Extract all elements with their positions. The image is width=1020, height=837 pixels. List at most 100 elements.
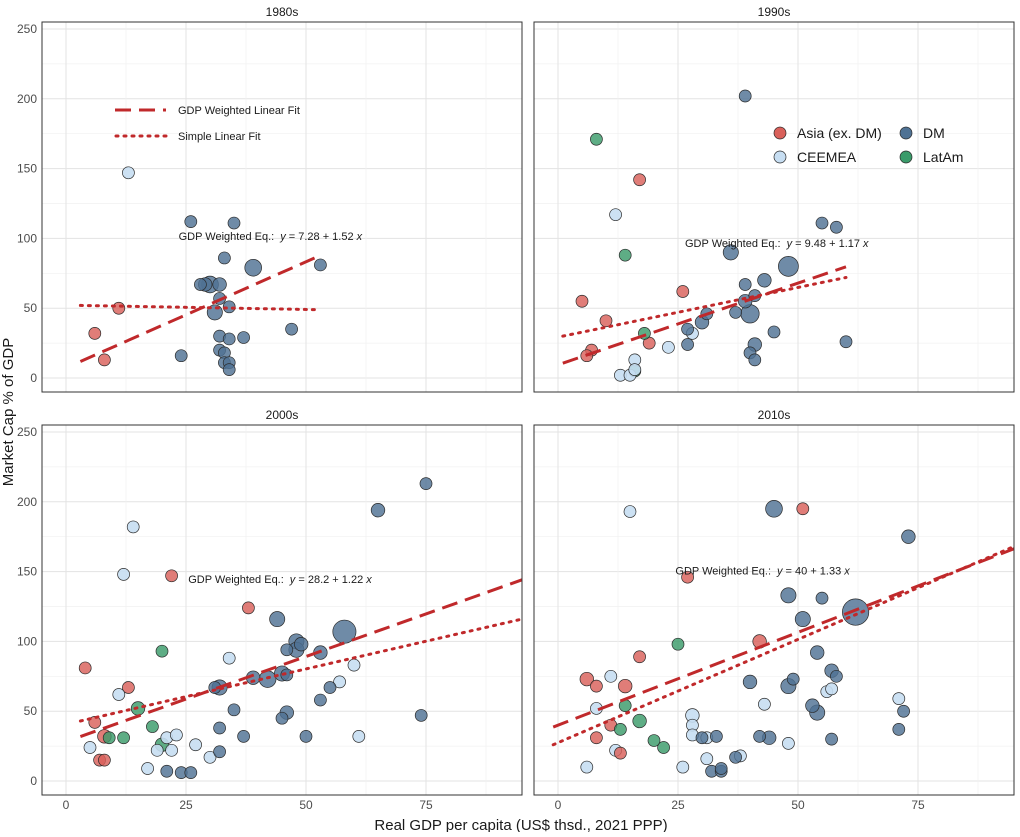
- data-point-latam: [146, 720, 159, 733]
- data-point-ceemea: [609, 208, 622, 222]
- equation-part: y: [279, 231, 287, 243]
- data-point-dm: [892, 723, 906, 736]
- data-point-ceemea: [189, 738, 202, 752]
- data-point-ceemea: [203, 750, 217, 764]
- legend-simple-fit-label: Simple Linear Fit: [178, 131, 261, 143]
- data-point-dm: [738, 89, 752, 103]
- data-point-latam: [671, 637, 685, 651]
- data-point-dm: [218, 251, 231, 265]
- data-point-dm: [765, 500, 783, 518]
- data-point-dm: [794, 611, 811, 628]
- y-tick-label: 250: [17, 425, 37, 439]
- panel-1980s: 1980s 0 50 100 150 200 250 GDP Weighted Eq.: y =…: [17, 5, 523, 393]
- data-point-dm: [815, 591, 829, 605]
- panel-2010s: 2010s 0 25 50 75 GDP Weighted Eq.: y = 40 + 1.…: [533, 408, 1016, 812]
- data-point-dm: [222, 300, 236, 314]
- data-point-dm: [414, 709, 428, 722]
- data-point-ceemea: [662, 340, 675, 354]
- data-point-dm: [897, 704, 910, 718]
- legend-dm-label: DM: [923, 125, 945, 141]
- data-point-asia: [165, 569, 178, 583]
- x-tick-label: 0: [63, 798, 70, 812]
- data-point-asia: [590, 679, 603, 693]
- data-point-dm: [714, 762, 728, 775]
- data-point-ceemea: [141, 762, 154, 775]
- equation-formula: y = 28.2 + 1.22 x: [289, 574, 372, 586]
- equation-part: y: [776, 565, 784, 577]
- data-point-dm: [757, 273, 772, 288]
- data-point-ceemea: [83, 741, 97, 754]
- data-point-dm: [729, 750, 742, 764]
- panel-border: [41, 424, 523, 796]
- data-point-dm: [839, 335, 853, 349]
- data-point-dm: [237, 730, 250, 743]
- data-point-dm: [280, 643, 294, 657]
- data-point-asia: [633, 173, 646, 187]
- data-point-ceemea: [170, 728, 183, 742]
- x-tick-label: 25: [671, 798, 685, 812]
- data-point-dm: [160, 764, 174, 778]
- data-point-dm: [681, 322, 694, 336]
- data-point-latam: [647, 734, 661, 747]
- data-point-asia: [98, 753, 111, 767]
- panel-1990s: 1990s GDP Weighted Eq.: y = 9.48 + 1.17 x: [533, 5, 1015, 393]
- equation-formula: y = 40 + 1.33 x: [776, 565, 850, 577]
- equation-label: GDP Weighted Eq.:: [188, 574, 284, 586]
- data-point-ceemea: [676, 760, 690, 774]
- data-point-dm: [681, 338, 694, 351]
- y-tick-label: 0: [30, 774, 37, 788]
- simple-fit-line: [78, 617, 524, 723]
- equation-part: x: [365, 574, 372, 586]
- y-tick-label: 150: [17, 162, 37, 176]
- legend-weighted-fit-label: GDP Weighted Linear Fit: [178, 105, 300, 117]
- equation-formula: y = 7.28 + 1.52 x: [279, 231, 362, 243]
- panel-title: 1990s: [758, 5, 791, 19]
- panel-title: 2010s: [758, 408, 791, 422]
- data-point-asia: [796, 502, 810, 516]
- data-point-dm: [285, 322, 298, 336]
- data-point-ceemea: [782, 736, 795, 750]
- simple-fit-line: [78, 303, 318, 312]
- legend-asia-swatch: [773, 126, 787, 140]
- equation-part: x: [843, 565, 850, 577]
- weighted-fit-line: [79, 578, 523, 738]
- legend-latam-swatch: [899, 150, 913, 164]
- data-point-dm: [294, 637, 309, 652]
- panel-border: [41, 21, 523, 393]
- data-point-dm: [815, 216, 829, 230]
- data-point-latam: [102, 731, 116, 745]
- panel-title: 1980s: [266, 5, 299, 19]
- data-point-dm: [830, 669, 843, 683]
- data-point-dm: [299, 730, 313, 743]
- data-point-ceemea: [126, 520, 140, 534]
- equation-part: = 40 + 1.33: [783, 565, 845, 577]
- panel-2000s: 2000s 0 50 100 150 200 250 0 25 50 75 GDP Weighted …: [17, 408, 524, 812]
- equation-part: = 9.48 + 1.17: [792, 238, 863, 250]
- data-point-ceemea: [628, 363, 642, 377]
- equation-label: GDP Weighted Eq.:: [675, 565, 771, 577]
- data-point-dm: [269, 611, 286, 628]
- data-point-ceemea: [892, 692, 906, 706]
- y-tick-label: 100: [17, 634, 37, 648]
- data-point-latam: [155, 644, 169, 658]
- weighted-fit-line: [562, 265, 847, 365]
- data-point-asia: [633, 650, 646, 664]
- data-point-asia: [599, 314, 613, 328]
- data-point-dm: [314, 258, 327, 272]
- region-legend: Asia (ex. DM) DM CEEMEA LatAm: [773, 125, 963, 165]
- legend-ceemea-label: CEEMEA: [797, 149, 857, 165]
- data-point-latam: [618, 248, 632, 262]
- x-tick-label: 75: [911, 798, 925, 812]
- simple-fit-line: [561, 276, 848, 338]
- y-tick-label: 0: [30, 371, 37, 385]
- data-point-ceemea: [165, 743, 178, 757]
- data-point-dm: [323, 681, 337, 694]
- equation-part: y: [786, 238, 794, 250]
- data-point-dm: [778, 255, 799, 277]
- data-point-ceemea: [333, 675, 346, 689]
- data-point-dm: [738, 278, 752, 291]
- equation-formula: y = 9.48 + 1.17 x: [786, 238, 869, 250]
- panel-border: [533, 21, 1015, 393]
